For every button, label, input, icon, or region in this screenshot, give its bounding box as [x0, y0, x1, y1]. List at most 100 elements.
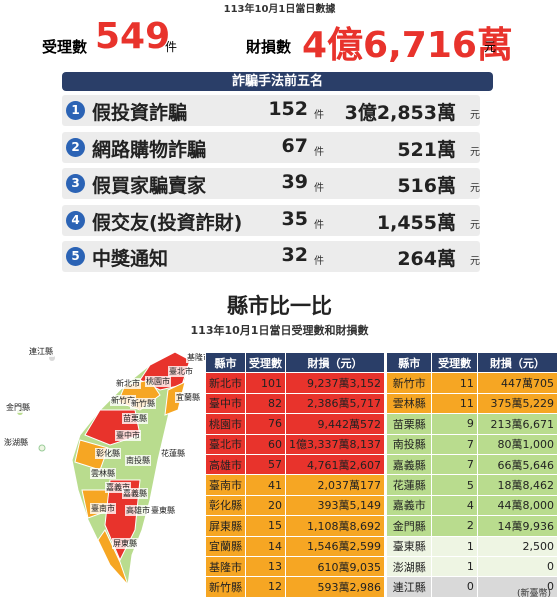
header-cell: 受理數 — [431, 351, 478, 374]
cell: 嘉義縣 — [385, 453, 433, 476]
map-label: 屏東縣 — [112, 538, 138, 549]
county-row: 新北市 101 9,237萬3,152 — [205, 372, 385, 394]
header-row: 縣市 受理數 財損（元） — [205, 351, 385, 374]
cell: 9 — [431, 413, 478, 435]
cell: 610萬9,035 — [285, 555, 385, 578]
county-row: 雲林縣 11 375萬5,229 — [385, 392, 559, 415]
method-row: 4 假交友(投資詐財) 35 件 1,455萬 元 — [62, 205, 480, 236]
amount-unit: 元 — [470, 256, 480, 267]
cell: 76 — [245, 413, 286, 435]
cell: 15 — [245, 515, 286, 537]
cell: 0 — [476, 576, 559, 598]
cell: 臺東縣 — [385, 535, 433, 557]
cell: 66萬5,646 — [476, 453, 559, 476]
cell: 花蓮縣 — [385, 474, 433, 496]
cases-unit: 件 — [165, 40, 178, 54]
map-label: 嘉義縣 — [122, 488, 148, 499]
amount-unit: 元 — [470, 220, 480, 231]
map-label: 嘉義市 — [105, 482, 131, 493]
county-subtitle: 113年10月1日當日受理數和財損數 — [190, 324, 369, 337]
method-name: 網路購物詐騙 — [92, 139, 207, 161]
region — [97, 529, 129, 586]
cell: 新北市 — [205, 372, 246, 394]
header-cell: 受理數 — [245, 351, 286, 374]
rank: 4 — [66, 211, 85, 230]
cell: 澎湖縣 — [385, 555, 433, 578]
cell: 12 — [245, 576, 286, 598]
cell: 7 — [431, 453, 478, 476]
count-unit: 件 — [314, 183, 324, 194]
cell: 4 — [431, 494, 478, 517]
cell: 嘉義市 — [385, 494, 433, 517]
cell: 14萬9,936 — [476, 515, 559, 537]
method-row: 1 假投資詐騙 152 件 3億2,853萬 元 — [62, 95, 480, 126]
map-label: 臺東縣 — [150, 505, 176, 516]
cell: 393萬5,149 — [285, 494, 385, 517]
county-row: 臺中市 82 2,386萬5,717 — [205, 392, 385, 415]
map-label: 彰化縣 — [95, 448, 121, 459]
county-row: 澎湖縣 1 0 — [385, 555, 559, 578]
date: 113年10月1日當日數據 — [223, 4, 336, 15]
island-dot — [38, 444, 46, 452]
rank: 3 — [66, 174, 85, 193]
county-table: 縣市 受理數 財損（元） 新北市 101 9,237萬3,152 臺中市 82 2,386萬5,… — [205, 351, 385, 598]
county-row: 臺南市 41 2,037萬177 — [205, 474, 385, 496]
cases-label: 受理數 — [42, 38, 88, 56]
cell: 新竹縣 — [205, 576, 246, 598]
cell: 4,761萬2,607 — [285, 453, 385, 476]
county-row: 高雄市 57 4,761萬2,607 — [205, 453, 385, 476]
cell: 臺中市 — [205, 392, 246, 415]
cell: 60 — [245, 433, 286, 455]
count: 39 — [281, 171, 308, 193]
cell: 彰化縣 — [205, 494, 246, 517]
cell: 9,237萬3,152 — [285, 372, 385, 394]
map-label: 新北市 — [115, 378, 141, 389]
county-row: 屏東縣 15 1,108萬8,692 — [205, 515, 385, 537]
county-row: 連江縣 0 0 — [385, 576, 559, 598]
cell: 13 — [245, 555, 286, 578]
county-row: 新竹縣 12 593萬2,986 — [205, 576, 385, 598]
cell: 連江縣 — [385, 576, 433, 598]
map-label: 臺中市 — [115, 430, 141, 441]
cell: 雲林縣 — [385, 392, 433, 415]
amount: 516萬 — [397, 175, 456, 197]
cell: 20 — [245, 494, 286, 517]
count-unit: 件 — [314, 110, 324, 121]
cell: 44萬8,000 — [476, 494, 559, 517]
map-label: 苗栗縣 — [122, 413, 148, 424]
county-row: 桃園市 76 9,442萬572 — [205, 413, 385, 435]
map-label: 金門縣 — [5, 402, 31, 413]
cell: 2,386萬5,717 — [285, 392, 385, 415]
cell: 屏東縣 — [205, 515, 246, 537]
cell: 7 — [431, 433, 478, 455]
map-label: 澎湖縣 — [3, 437, 29, 448]
header-cell: 財損（元） — [476, 351, 559, 374]
cell: 593萬2,986 — [285, 576, 385, 598]
cell: 41 — [245, 474, 286, 496]
cell: 9,442萬572 — [285, 413, 385, 435]
map-label: 連江縣 — [28, 346, 54, 357]
cell: 臺南市 — [205, 474, 246, 496]
method-name: 中獎通知 — [92, 248, 169, 270]
cell: 基隆市 — [205, 555, 246, 578]
cell: 447萬705 — [476, 372, 559, 394]
amount-unit: 元 — [470, 183, 480, 194]
cell: 1,108萬8,692 — [285, 515, 385, 537]
cell: 375萬5,229 — [476, 392, 559, 415]
cell: 1億3,337萬8,137 — [285, 433, 385, 455]
cell: 0 — [476, 555, 559, 578]
county-row: 新竹市 11 447萬705 — [385, 372, 559, 394]
cell: 82 — [245, 392, 286, 415]
county-row: 嘉義縣 7 66萬5,646 — [385, 453, 559, 476]
header-row: 縣市 受理數 財損（元） — [385, 351, 559, 374]
count: 152 — [268, 98, 308, 120]
cell: 18萬8,462 — [476, 474, 559, 496]
cell: 57 — [245, 453, 286, 476]
county-row: 宜蘭縣 14 1,546萬2,599 — [205, 535, 385, 557]
map-label: 新竹縣 — [130, 398, 156, 409]
cell: 2,500 — [476, 535, 559, 557]
method-row: 2 網路購物詐騙 67 件 521萬 元 — [62, 132, 480, 163]
method-row: 5 中獎通知 32 件 264萬 元 — [62, 241, 480, 272]
cell: 2,037萬177 — [285, 474, 385, 496]
map-label: 桃園市 — [145, 376, 171, 387]
